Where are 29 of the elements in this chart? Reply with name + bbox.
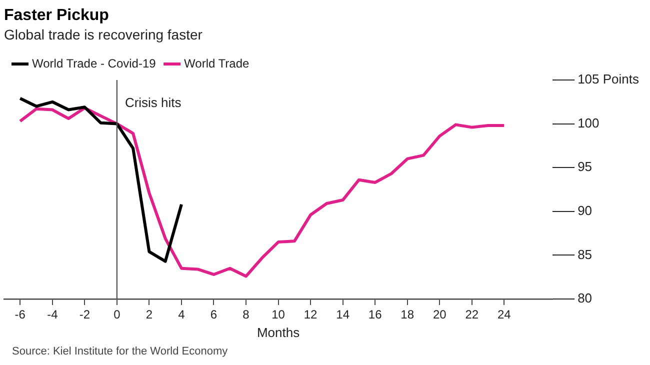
x-axis-title: Months: [256, 324, 300, 340]
y-tick-label: 85: [578, 246, 592, 262]
y-tick-label: 105 Points: [578, 72, 640, 87]
x-tick-label: -4: [47, 308, 58, 322]
x-tick-label: 0: [114, 308, 121, 322]
annotation: Crisis hits: [124, 95, 182, 110]
source-note: Source: Kiel Institute for the World Economy: [12, 346, 228, 358]
x-tick-label: 8: [242, 308, 250, 322]
x-tick-label: 14: [336, 308, 350, 322]
x-tick-label: 4: [178, 308, 186, 322]
x-tick-label: 20: [432, 308, 447, 322]
legend-label: World Trade - Covid-19: [32, 56, 156, 70]
y-tick-label: 90: [578, 202, 592, 218]
y-tick-label: 80: [578, 290, 592, 306]
x-tick-label: -2: [79, 308, 90, 322]
chart-title: Faster Pickup: [4, 7, 110, 24]
x-tick-label: 2: [146, 308, 153, 322]
legend-label: World Trade: [184, 56, 250, 70]
x-tick-label: 22: [465, 308, 479, 322]
x-tick-label: 24: [497, 308, 512, 322]
chart-subtitle: Global trade is recovering faster: [4, 26, 203, 42]
y-tick-label: 100: [578, 115, 600, 130]
x-tick-label: 12: [304, 308, 318, 322]
x-tick-label: 16: [368, 308, 382, 322]
y-tick-label: 95: [578, 159, 592, 174]
x-tick-label: 10: [272, 308, 286, 322]
x-tick-label: 18: [400, 308, 414, 322]
x-tick-label: 6: [210, 308, 218, 322]
x-tick-label: -6: [14, 308, 26, 322]
